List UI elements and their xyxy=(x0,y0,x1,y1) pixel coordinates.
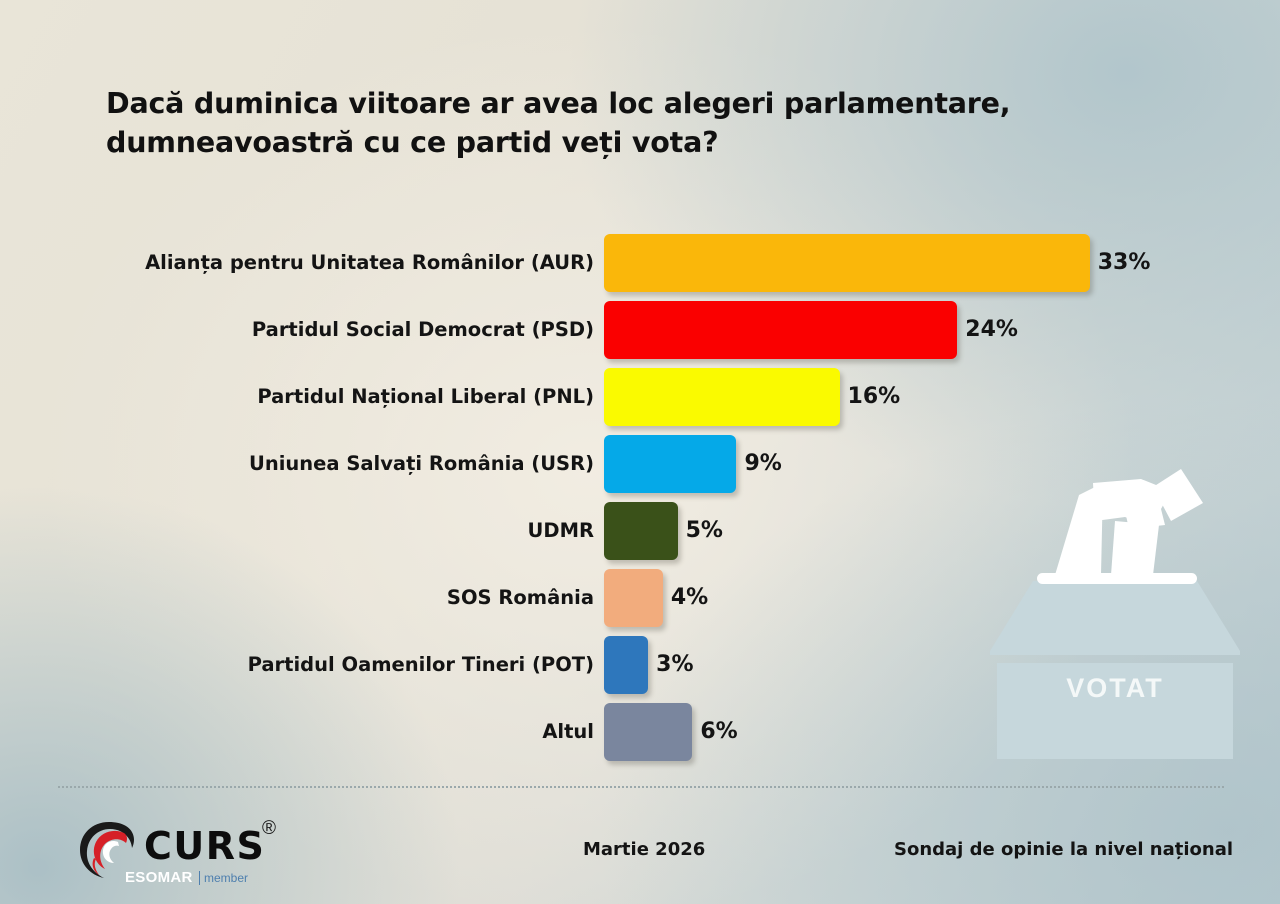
bar-value-label: 33% xyxy=(1097,250,1151,275)
page-title-line-1: Dacă duminica viitoare ar avea loc alege… xyxy=(106,87,1011,120)
bar-value-label: 24% xyxy=(965,317,1018,342)
chart-row: Partidul Social Democrat (PSD) 24% xyxy=(0,301,1280,359)
bar-value-label: 16% xyxy=(847,384,901,409)
bar-category-label: Uniunea Salvați România (USR) xyxy=(248,452,594,475)
survey-date: Martie 2026 xyxy=(583,839,706,860)
bar-category-label: Alianța pentru Unitatea Românilor (AUR) xyxy=(145,251,594,274)
bar-category-label: Altul xyxy=(542,720,594,743)
survey-scope-note: Sondaj de opinie la nivel național xyxy=(894,839,1234,860)
curs-logo-wordmark: CURS xyxy=(144,824,266,868)
chart-row: Partidul Oamenilor Tineri (POT) 3% xyxy=(0,636,1280,694)
bar-value-label: 9% xyxy=(744,451,782,476)
bar xyxy=(604,636,649,694)
chart-row: UDMR 5% xyxy=(0,502,1280,560)
bar-value-label: 6% xyxy=(700,719,738,744)
bar xyxy=(604,569,663,627)
footer: CURS ® ESOMAR member Martie 2026 Sondaj … xyxy=(0,812,1280,904)
page-title-line-2: dumneavoastră cu ce partid veți vota? xyxy=(106,126,719,160)
esomar-label: ESOMAR xyxy=(125,869,193,886)
page-title: Dacă duminica viitoare ar avea loc alege… xyxy=(106,84,1106,163)
bar xyxy=(604,703,693,761)
bar-category-label: Partidul Național Liberal (PNL) xyxy=(257,385,594,408)
chart-row: Uniunea Salvați România (USR) 9% xyxy=(0,435,1280,493)
chart-row: Alianța pentru Unitatea Românilor (AUR) 3… xyxy=(0,234,1280,292)
bar xyxy=(604,301,958,359)
bar xyxy=(604,435,737,493)
chart-row: Altul 6% xyxy=(0,703,1280,761)
bar xyxy=(604,502,678,560)
curs-logo: CURS ® ESOMAR member xyxy=(78,814,293,894)
chart-row: SOS România 4% xyxy=(0,569,1280,627)
bar xyxy=(604,368,840,426)
chart-row: Partidul Național Liberal (PNL) 16% xyxy=(0,368,1280,426)
bar-category-label: Partidul Oamenilor Tineri (POT) xyxy=(247,653,594,676)
bar-category-label: SOS România xyxy=(446,586,594,609)
curs-logo-mark-icon xyxy=(78,820,140,882)
bar-value-label: 4% xyxy=(670,585,709,610)
bar xyxy=(604,234,1090,292)
registered-trademark-icon: ® xyxy=(262,818,276,839)
footer-divider xyxy=(58,786,1224,788)
bar-value-label: 3% xyxy=(656,652,694,677)
bar-value-label: 5% xyxy=(685,518,723,543)
esomar-member-label: member xyxy=(199,871,248,885)
bar-category-label: Partidul Social Democrat (PSD) xyxy=(251,318,594,341)
bar-category-label: UDMR xyxy=(527,519,594,542)
bar-chart: Alianța pentru Unitatea Românilor (AUR) 3… xyxy=(0,234,1280,770)
